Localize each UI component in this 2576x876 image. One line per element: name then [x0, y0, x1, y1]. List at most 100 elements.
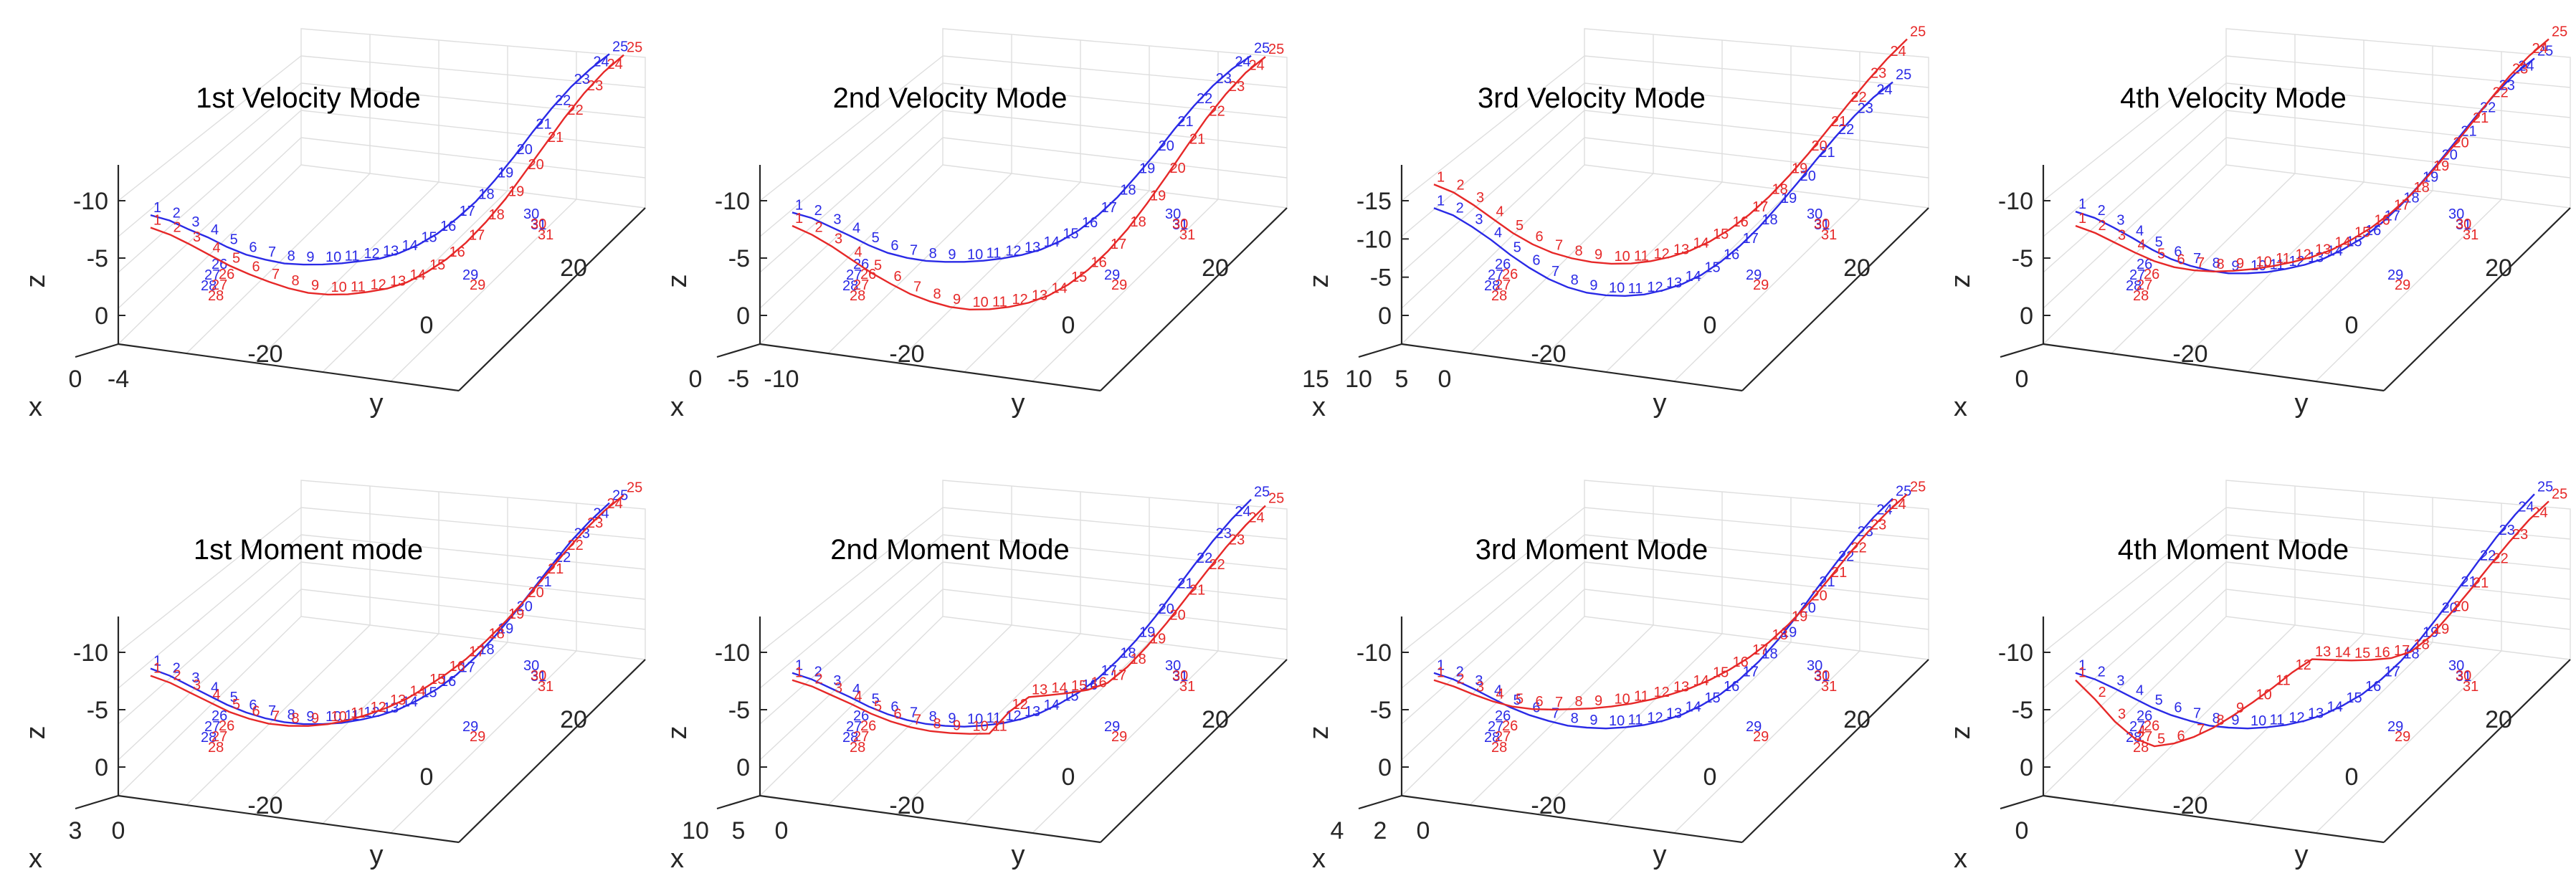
node-label: 26 [2137, 257, 2152, 272]
node-label: 7 [913, 279, 921, 295]
node-label: 14 [1044, 234, 1060, 250]
node-label: 10 [2251, 713, 2266, 729]
node-label: 31 [538, 227, 553, 243]
node-label: 1 [1437, 658, 1445, 674]
node-label: 1 [153, 212, 161, 228]
node-label: 12 [371, 700, 386, 715]
node-label: 5 [2157, 731, 2165, 747]
z-tick-label: -5 [728, 245, 750, 272]
node-label: 28 [1491, 740, 1507, 756]
node-label: 13 [1025, 704, 1040, 720]
node-label: 18 [1131, 652, 1146, 667]
node-label: 20 [528, 585, 544, 601]
node-label: 9 [2236, 700, 2244, 716]
node-label: 19 [1150, 631, 1166, 647]
z-tick-label: -15 [1356, 188, 1392, 215]
node-label: 7 [2193, 706, 2201, 722]
node-label: 22 [568, 103, 584, 118]
node-label: 30 [1165, 206, 1181, 222]
node-label: 19 [1139, 161, 1155, 176]
node-label: 21 [1819, 145, 1835, 161]
z-tick-label: -10 [1998, 639, 2033, 667]
node-label: 26 [212, 708, 227, 724]
y-axis-back-line [2383, 659, 2571, 843]
node-label: 13 [390, 692, 406, 708]
x-tick-label: -10 [764, 366, 799, 393]
node-label: 3 [833, 211, 841, 227]
node-label: 27 [204, 267, 220, 283]
node-label: 19 [498, 166, 513, 181]
node-label: 14 [410, 684, 426, 700]
node-label: 11 [351, 280, 366, 295]
z-tick-label: -5 [2012, 697, 2033, 724]
x-axis-line [2000, 343, 2044, 358]
series-line [792, 498, 1252, 728]
node-label: 23 [587, 78, 603, 94]
node-label: 17 [1101, 200, 1117, 216]
chart-title: 1st Velocity Mode [196, 82, 421, 114]
node-label: 18 [1762, 212, 1777, 228]
node-label: 18 [478, 187, 494, 203]
node-label: 27 [1488, 719, 1503, 735]
node-label: 19 [2433, 158, 2449, 174]
z-tick-label: -5 [87, 697, 108, 724]
node-label: 25 [1910, 24, 1926, 40]
node-label: 26 [860, 267, 876, 282]
node-label: 6 [894, 269, 902, 285]
node-label: 16 [1733, 214, 1749, 230]
node-label: 24 [2532, 505, 2548, 520]
node-label: 17 [469, 644, 485, 660]
node-label: 12 [1654, 685, 1670, 700]
y-axis-back-line [2383, 207, 2571, 391]
node-label: 28 [842, 278, 858, 294]
node-label: 12 [1647, 710, 1663, 725]
node-label: 20 [528, 157, 544, 173]
x-axis-label: x [1312, 392, 1326, 422]
node-label: 29 [1746, 719, 1762, 735]
y-tick-label: 20 [1202, 706, 1229, 733]
node-label: 22 [555, 550, 571, 566]
node-label: 20 [1170, 608, 1186, 624]
node-label: 26 [1502, 718, 1518, 734]
node-label: 10 [2256, 254, 2272, 270]
node-label: 25 [2552, 486, 2567, 502]
node-label: 10 [2256, 687, 2272, 703]
node-label: 23 [1229, 79, 1245, 95]
x-tick-label: -5 [728, 366, 749, 393]
node-label: 24 [1249, 510, 1265, 526]
node-label: 26 [853, 708, 869, 724]
node-label: 29 [470, 277, 485, 293]
node-label: 21 [1189, 582, 1205, 598]
node-label: 2 [814, 664, 822, 680]
node-label: 6 [2177, 728, 2185, 744]
node-label: 29 [462, 719, 478, 735]
node-label: 15 [421, 685, 437, 700]
node-label: 18 [1131, 214, 1146, 230]
z-axis-label: z [662, 275, 693, 288]
y-axis-line [2043, 794, 2385, 844]
chart-title: 3rd Moment Mode [1475, 534, 1708, 566]
node-label: 15 [421, 230, 437, 246]
node-label: 10 [973, 719, 989, 735]
node-label: 17 [1111, 237, 1126, 252]
node-label: 15 [1071, 270, 1087, 285]
node-label: 1 [153, 200, 161, 216]
node-label: 29 [1753, 729, 1769, 745]
node-label: 13 [2308, 705, 2324, 721]
node-label: 27 [1495, 729, 1511, 745]
y-tick-label: 0 [1062, 763, 1075, 791]
node-label: 24 [1235, 54, 1250, 70]
chart-title: 2nd Velocity Mode [833, 82, 1068, 114]
node-label: 23 [587, 515, 603, 531]
node-label: 12 [363, 246, 379, 262]
node-label: 25 [627, 480, 642, 496]
z-tick-label: 0 [95, 303, 108, 330]
node-label: 4 [2136, 682, 2144, 698]
node-label: 8 [1571, 710, 1579, 726]
